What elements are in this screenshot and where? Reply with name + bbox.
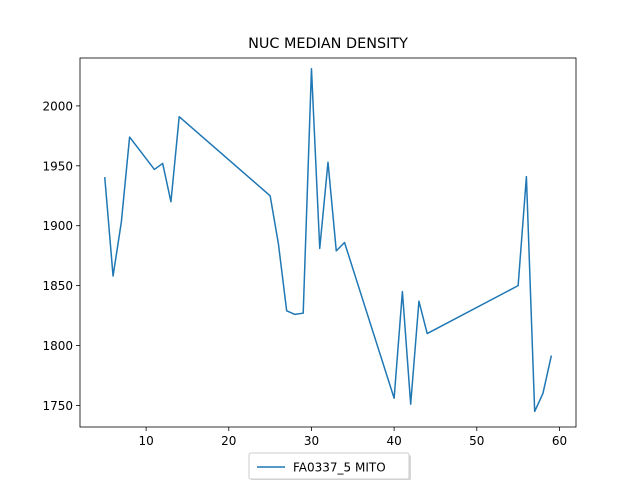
legend: FA0337_5 MITO	[248, 452, 411, 480]
y-tick-label: 1800	[42, 339, 73, 353]
series-layer	[103, 68, 553, 413]
x-tick-label: 30	[304, 434, 319, 448]
x-tick-label: 10	[138, 434, 153, 448]
y-tick-label: 1900	[42, 219, 73, 233]
legend-box	[248, 452, 410, 480]
plot-frame	[79, 57, 577, 428]
x-tick-label: 40	[386, 434, 401, 448]
y-tick-label: 2000	[42, 99, 73, 113]
x-tick-label: 20	[221, 434, 236, 448]
y-tick-label: 1750	[42, 399, 73, 413]
axes: 10 20 30 40 50 60 1750 1800 1850 1900 1950 2000	[42, 99, 567, 448]
legend-label: FA0337_5 MITO	[293, 461, 386, 475]
y-tick-label: 1950	[42, 159, 73, 173]
x-tick-label: 60	[552, 434, 567, 448]
y-tick-label: 1850	[42, 279, 73, 293]
plot-border	[79, 57, 577, 428]
chart-title: NUC MEDIAN DENSITY	[248, 36, 408, 52]
series-line	[103, 68, 553, 413]
x-tick-label: 50	[469, 434, 484, 448]
